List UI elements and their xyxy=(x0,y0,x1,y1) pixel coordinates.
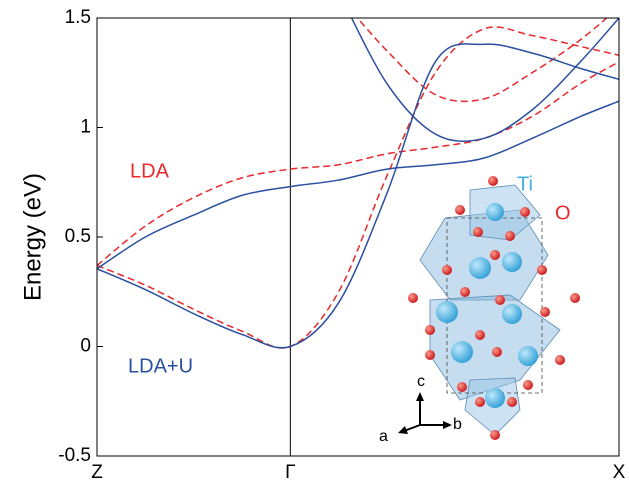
inset-label: c xyxy=(417,373,425,390)
inset-label: a xyxy=(379,428,388,445)
plot-frame xyxy=(97,18,619,456)
legend-label: LDA xyxy=(130,160,170,182)
chart: Energy (eV) LDA LDA+U Ti xyxy=(0,0,629,487)
band-line xyxy=(97,62,619,266)
y-tick-label: 1.5 xyxy=(65,7,91,28)
legend-label: LDA+U xyxy=(128,355,193,377)
inset-label: b xyxy=(453,416,462,433)
y-tick-label: -0.5 xyxy=(58,445,91,466)
x-tick-label: Γ xyxy=(285,462,295,483)
y-tick-label: 0.5 xyxy=(65,226,91,247)
y-tick-label: 0 xyxy=(80,336,91,357)
band-line xyxy=(97,27,619,348)
x-tick-label: X xyxy=(613,462,626,483)
inset-label: O xyxy=(555,202,571,224)
band-line xyxy=(339,0,619,141)
x-tick-label: Z xyxy=(91,462,103,483)
crystal-inset xyxy=(398,176,580,440)
plot-area xyxy=(97,0,619,348)
band-line xyxy=(97,44,619,348)
y-tick-label: 1 xyxy=(80,117,91,138)
inset-label: Ti xyxy=(517,173,533,195)
y-axis-title: Energy (eV) xyxy=(19,173,46,301)
